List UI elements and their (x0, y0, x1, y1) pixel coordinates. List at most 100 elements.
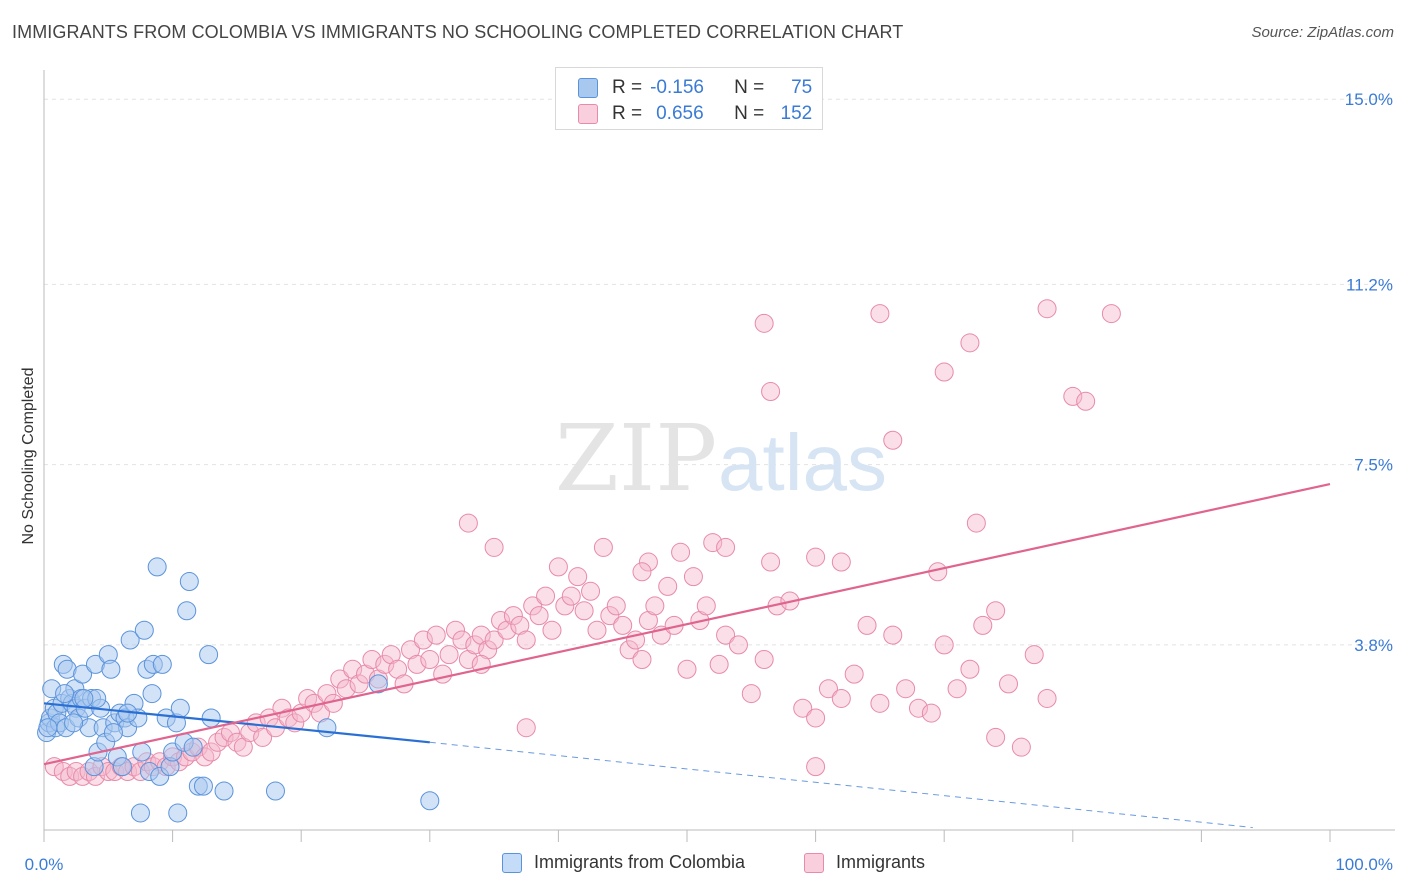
immigrants-point-110 (793, 698, 813, 718)
stats-row-colombia: R = -0.156 N = 75 (578, 76, 812, 100)
immigrants-point-113 (831, 688, 851, 708)
immigrants-point-145 (716, 537, 736, 557)
colombia-legend-label: Immigrants from Colombia (534, 852, 746, 872)
immigrants-point-62 (446, 620, 466, 640)
immigrants-point-117 (883, 625, 903, 645)
watermark-atlas: atlas (718, 418, 887, 507)
immigrants-point-119 (908, 698, 928, 718)
immigrants-point-123 (960, 659, 980, 679)
immigrants-point-105 (728, 635, 748, 655)
immigrants-point-95 (658, 576, 678, 596)
colombia-point-72 (55, 684, 75, 704)
immigrants-point-98 (677, 659, 697, 679)
colombia-point-61 (214, 781, 234, 801)
immigrants-swatch (578, 104, 598, 124)
colombia-point-56 (183, 737, 203, 757)
colombia-swatch (578, 78, 598, 98)
immigrants-point-73 (516, 630, 536, 650)
immigrants-point-142 (831, 552, 851, 572)
immigrants-point-44 (330, 669, 350, 689)
immigrants-point-132 (870, 304, 890, 324)
immigrants-point-58 (420, 649, 440, 669)
colombia-point-43 (142, 684, 162, 704)
immigrants-points (44, 299, 1121, 786)
watermark-zip: ZIP (555, 405, 717, 512)
immigrants-point-125 (986, 601, 1006, 621)
y-tick-label-0: 3.8% (1354, 636, 1393, 655)
colombia-point-55 (179, 572, 199, 592)
colombia-point-39 (132, 742, 152, 762)
immigrants-point-77 (542, 620, 562, 640)
immigrants-point-65 (465, 635, 485, 655)
immigrants-point-106 (741, 684, 761, 704)
immigrants-point-111 (806, 708, 826, 728)
immigrants-point-130 (754, 313, 774, 333)
colombia-point-33 (112, 757, 132, 777)
immigrants-point-149 (458, 513, 478, 533)
immigrants-point-107 (754, 649, 774, 669)
immigrants-point-103 (709, 654, 729, 674)
colombia-point-18 (73, 664, 93, 684)
immigrants-legend-swatch (804, 852, 824, 873)
immigrants-point-135 (960, 333, 980, 353)
colombia-point-54 (177, 601, 197, 621)
chart-source: Source: ZipAtlas.com (1251, 24, 1394, 41)
immigrants-point-129 (1037, 688, 1057, 708)
colombia-point-67 (130, 803, 150, 823)
immigrants-point-137 (1063, 386, 1083, 406)
immigrants-point-81 (568, 567, 588, 587)
colombia-trend-extension (429, 741, 1253, 829)
immigrants-point-121 (934, 635, 954, 655)
immigrants-point-78 (548, 557, 568, 577)
y-tick-label-1: 7.5% (1354, 456, 1393, 475)
immigrants-point-25 (208, 732, 228, 752)
colombia-point-74 (103, 723, 123, 743)
immigrants-point-26 (214, 727, 234, 747)
immigrants-point-24 (201, 742, 221, 762)
immigrants-point-83 (581, 581, 601, 601)
immigrants-point-140 (966, 513, 986, 533)
colombia-point-62 (265, 781, 285, 801)
immigrants-point-139 (1101, 304, 1121, 324)
colombia-point-29 (101, 659, 121, 679)
colombia-point-63 (317, 718, 337, 738)
colombia-legend-swatch (502, 852, 522, 873)
colombia-point-73 (38, 718, 58, 738)
immigrants-point-56 (407, 654, 427, 674)
immigrants-point-69 (491, 611, 511, 631)
immigrants-point-71 (503, 606, 523, 626)
immigrants-point-126 (999, 674, 1018, 694)
immigrants-point-60 (433, 664, 453, 684)
immigrants-point-124 (973, 615, 993, 635)
colombia-point-58 (193, 776, 213, 796)
immigrants-point-97 (671, 542, 691, 562)
immigrants-point-144 (761, 552, 781, 572)
immigrants-point-32 (253, 727, 273, 747)
r-label: R = (612, 103, 643, 124)
n-value: 152 (780, 103, 813, 124)
immigrants-point-88 (613, 615, 633, 635)
immigrants-point-75 (529, 606, 549, 626)
immigrants-point-85 (593, 537, 613, 557)
immigrants-point-61 (439, 645, 459, 665)
immigrants-point-122 (947, 679, 967, 699)
r-value: -0.156 (650, 77, 704, 98)
immigrants-point-114 (844, 664, 864, 684)
immigrants-point-68 (484, 630, 504, 650)
colombia-point-59 (199, 645, 219, 665)
tick-labels: 3.8% 7.5% 11.2% 15.0% 0.0% 100.0% (25, 90, 1393, 874)
immigrants-point-28 (227, 732, 247, 752)
y-tick-label-2: 11.2% (1346, 275, 1393, 294)
immigrants-point-57 (413, 630, 433, 650)
n-value: 75 (791, 77, 813, 98)
immigrants-point-59 (426, 625, 446, 645)
immigrants-point-91 (632, 649, 652, 669)
immigrants-point-118 (896, 679, 916, 699)
immigrants-point-153 (986, 727, 1006, 747)
legend-item-colombia: Immigrants from Colombia (502, 852, 745, 873)
immigrants-point-102 (703, 533, 723, 553)
immigrants-point-79 (555, 596, 575, 616)
immigrants-point-101 (696, 596, 716, 616)
colombia-point-60 (201, 708, 221, 728)
n-label: N = (734, 103, 765, 124)
